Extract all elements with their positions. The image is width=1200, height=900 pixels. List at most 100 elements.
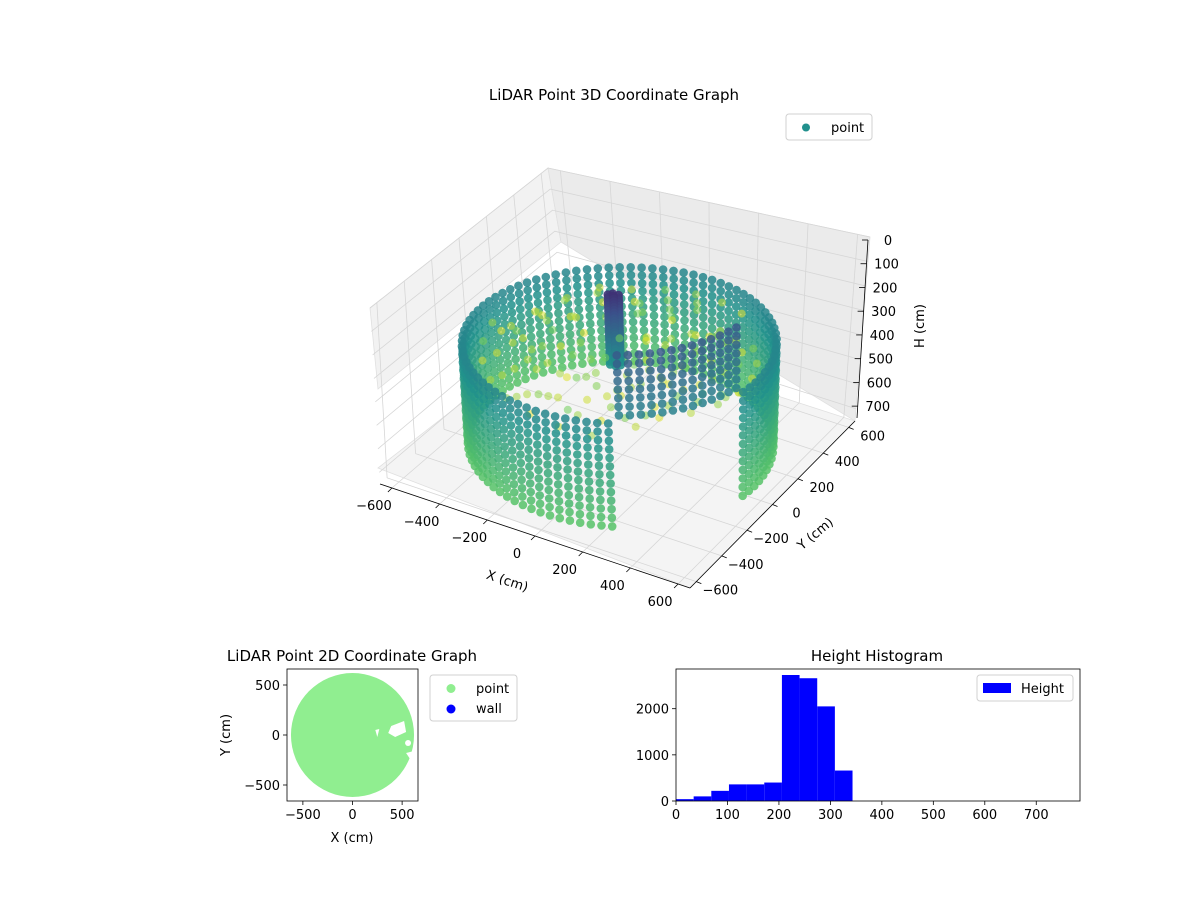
y-ticks-histogram: 0 1000 2000 [636,703,676,810]
point-3d [680,316,689,325]
point-3d [586,327,596,336]
point-3d [639,326,649,335]
point-3d [650,327,659,336]
point-3d [534,474,544,483]
point-3d [497,378,507,388]
point-3d [698,381,707,390]
point-3d [698,272,708,282]
point-3d [667,371,677,381]
histogram-bar [728,784,747,801]
point-3d [573,289,583,299]
point-3d [688,392,698,402]
x-tick-mark [483,519,488,525]
point-3d [575,320,585,330]
point-3d [515,297,524,306]
point-3d [698,280,708,290]
point-3d [548,325,557,334]
point-3d [658,408,667,417]
point-3d [575,501,584,510]
y-tick-label: 0 [792,507,800,522]
point-3d [553,471,563,481]
point-3d [573,282,582,291]
point-3d [707,369,716,379]
histogram-bar [817,706,835,801]
point-3d [642,336,651,345]
point-3d [573,458,582,468]
point-3d [601,353,610,362]
x-tick-label-2d: −500 [285,808,321,823]
y-tick-label-2d: 0 [272,729,280,744]
histogram-bar [711,790,729,801]
point-3d [624,376,633,386]
point-3d [732,285,741,295]
point-3d [509,479,519,489]
point-3d [745,409,754,418]
point-3d [517,475,526,485]
point-3d [744,469,754,479]
point-3d [615,270,625,280]
point-3d [508,338,517,347]
y-tick-label: 400 [835,455,860,470]
point-3d [499,417,508,426]
grid-line [386,477,697,582]
point-3d [517,483,527,493]
point-3d [562,294,571,302]
point-3d [688,401,698,411]
histogram-bar [764,782,782,801]
y-tick-label: 600 [860,429,885,444]
point-3d [637,279,647,288]
point-3d [532,431,542,441]
point-3d [550,412,560,421]
point-3d [543,460,552,469]
point-3d [626,270,636,280]
point-3d [724,361,733,371]
point-3d [523,437,533,446]
point-3d [627,278,636,288]
y-tick-mark [848,427,854,430]
point-3d [499,425,509,434]
point-3d [698,288,708,298]
plot-area-2d [290,669,418,797]
point-3d [514,281,523,291]
point-3d [687,341,697,350]
point-3d [515,304,525,314]
legend-label-point: point [831,121,864,136]
point-3d [744,486,754,496]
point-3d [607,504,616,514]
point-3d [657,390,667,400]
point-3d [614,393,623,403]
point-3d [522,411,532,421]
point-3d [535,321,544,331]
point-3d [510,347,520,356]
point-3d [502,343,512,352]
point-3d [523,428,533,438]
point-3d [533,440,542,450]
point-3d [639,318,648,327]
point-3d [645,357,655,367]
point-3d [506,292,516,302]
point-3d [572,441,582,451]
point-3d [677,352,687,361]
point-3d [594,452,603,462]
point-3d [571,416,581,425]
point-3d [545,511,555,520]
point-3d [494,339,504,349]
point-3d [584,468,593,478]
z-ticks-3d: 0 100 200 300 400 500 600 700 [851,234,899,415]
point-3d [752,359,761,368]
point-3d [689,318,699,328]
point-3d [697,346,707,356]
point-3d [592,382,601,390]
point-3d [576,338,585,347]
point-3d [507,437,517,447]
point-3d [745,391,754,401]
point-3d [584,460,593,469]
point-3d [582,417,591,427]
point-3d [606,487,616,497]
point-3d [698,313,708,322]
point-3d [582,426,592,435]
point-3d [636,410,646,419]
point-3d [596,495,605,505]
point-3d [552,285,562,295]
